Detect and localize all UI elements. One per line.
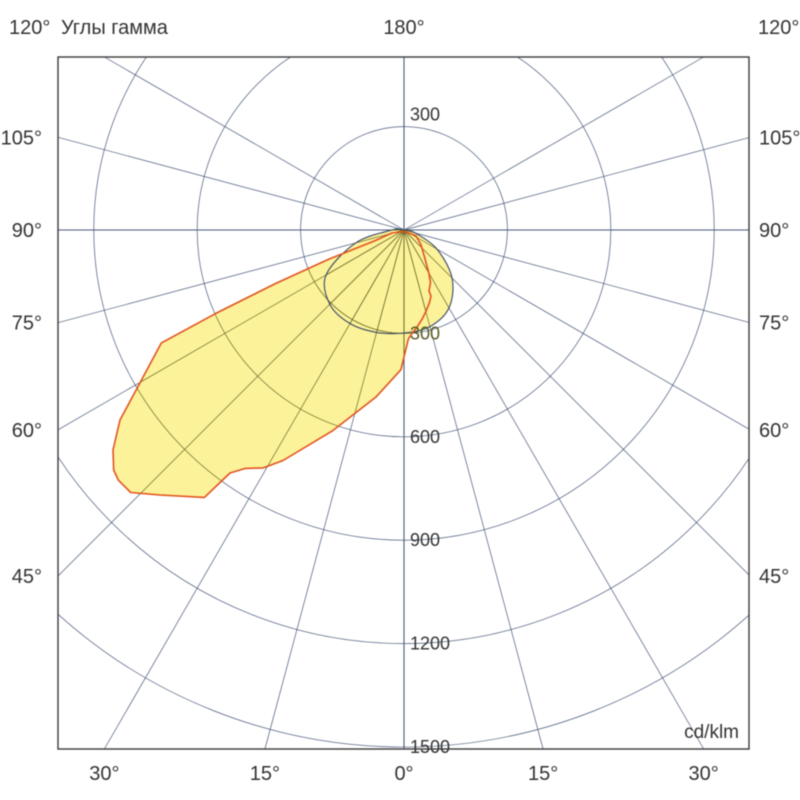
svg-text:90°: 90° [759, 220, 789, 242]
svg-text:15°: 15° [528, 763, 558, 785]
svg-text:45°: 45° [759, 566, 789, 588]
svg-text:600: 600 [410, 427, 440, 447]
svg-text:60°: 60° [759, 420, 789, 442]
svg-text:60°: 60° [12, 420, 42, 442]
svg-text:75°: 75° [12, 313, 42, 335]
svg-text:105°: 105° [1, 127, 42, 149]
svg-text:120°: 120° [9, 17, 50, 39]
svg-text:30°: 30° [89, 763, 119, 785]
svg-text:105°: 105° [759, 127, 800, 149]
svg-text:300: 300 [410, 323, 440, 343]
svg-text:300: 300 [410, 105, 440, 125]
svg-text:cd/klm: cd/klm [684, 722, 739, 743]
svg-text:90°: 90° [12, 220, 42, 242]
svg-text:45°: 45° [12, 566, 42, 588]
svg-text:180°: 180° [383, 17, 424, 39]
svg-text:900: 900 [410, 530, 440, 550]
svg-text:75°: 75° [759, 313, 789, 335]
svg-text:120°: 120° [758, 17, 799, 39]
svg-text:1200: 1200 [410, 634, 450, 654]
svg-text:Углы гамма: Углы гамма [61, 17, 169, 39]
svg-text:0°: 0° [394, 763, 413, 785]
svg-text:1500: 1500 [410, 737, 450, 757]
svg-text:15°: 15° [250, 763, 280, 785]
svg-text:30°: 30° [688, 763, 718, 785]
